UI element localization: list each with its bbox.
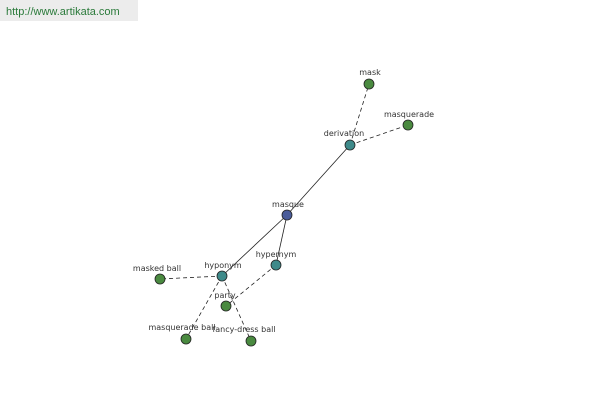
node[interactable] — [245, 335, 257, 347]
edge — [349, 83, 370, 146]
node-label[interactable]: masked ball — [133, 264, 181, 273]
nodes — [154, 78, 414, 347]
edge — [286, 144, 351, 216]
edges — [159, 83, 409, 342]
edge — [221, 275, 252, 342]
url: http://www.artikata.com — [6, 6, 120, 18]
node[interactable] — [154, 273, 166, 285]
node-label[interactable]: masquerade ball — [148, 323, 215, 332]
node-label[interactable]: masquerade — [384, 110, 434, 119]
node-label[interactable]: fancy-dress ball — [212, 325, 275, 334]
labels: masque derivation mask masquerade hypony… — [133, 68, 434, 334]
node[interactable] — [270, 259, 282, 271]
node-label[interactable]: derivation — [324, 129, 364, 138]
node[interactable] — [220, 300, 232, 312]
edge — [221, 214, 288, 277]
node-label[interactable]: party — [214, 291, 235, 300]
edge — [349, 124, 409, 146]
edge — [185, 275, 223, 340]
node[interactable] — [216, 270, 228, 282]
edge — [225, 264, 277, 307]
node-label[interactable]: mask — [359, 68, 381, 77]
node[interactable] — [281, 209, 293, 221]
edge — [159, 275, 223, 280]
node[interactable] — [363, 78, 375, 90]
node-label[interactable]: hyponym — [204, 261, 242, 270]
edge — [275, 214, 288, 266]
node[interactable] — [180, 333, 192, 345]
node-label[interactable]: masque — [272, 200, 304, 209]
node[interactable] — [402, 119, 414, 131]
url-box — [0, 0, 138, 21]
node[interactable] — [344, 139, 356, 151]
node-label[interactable]: hypernym — [256, 250, 297, 259]
